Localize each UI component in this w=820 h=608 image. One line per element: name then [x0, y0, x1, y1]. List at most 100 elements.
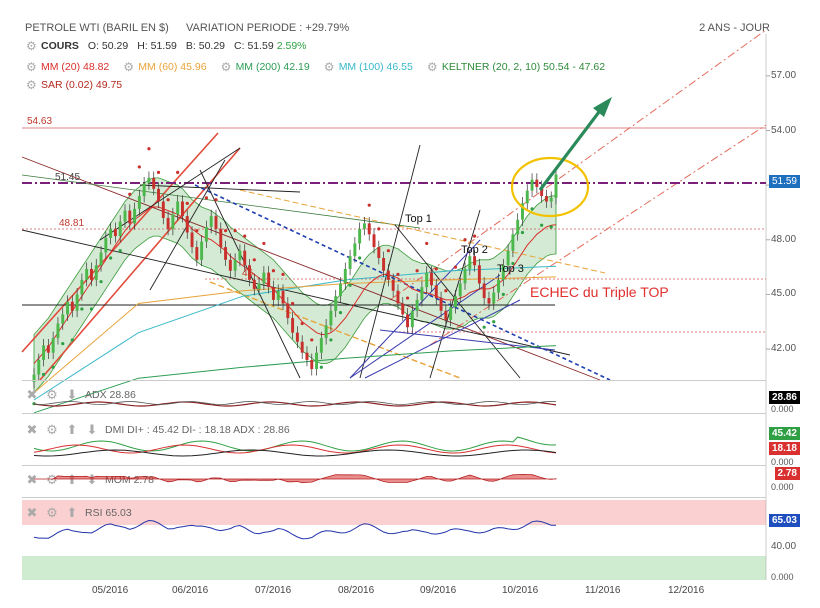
- trend-line: [21, 174, 421, 229]
- mom-panel-header: ✖ ⚙ ⬆ ⬇ MOM 2.78: [25, 473, 154, 487]
- candle-body: [453, 296, 457, 308]
- candle-body: [401, 303, 405, 315]
- period-label[interactable]: 2 ANS - JOUR: [699, 22, 770, 34]
- legend-sar[interactable]: ⚙ SAR (0.02) 49.75: [26, 77, 123, 92]
- legend-mm200[interactable]: ⚙ MM (200) 42.19: [220, 59, 310, 74]
- arrow-up-icon[interactable]: ⬆: [66, 422, 78, 437]
- trend-line: [394, 224, 521, 379]
- rsi-tick-40: 40.00: [771, 541, 797, 552]
- gear-icon[interactable]: ⚙: [426, 59, 438, 74]
- rsi-panel-header: ✖ ⚙ ⬆ RSI 65.03: [25, 506, 132, 520]
- candle-body: [286, 303, 290, 319]
- close-icon[interactable]: ✖: [26, 505, 38, 520]
- gear-icon[interactable]: ⚙: [26, 59, 37, 74]
- candle-body: [42, 345, 46, 360]
- candle-body: [252, 279, 256, 289]
- candle-body: [444, 310, 448, 320]
- candle-body: [497, 279, 501, 293]
- close-icon[interactable]: ✖: [26, 422, 38, 437]
- trend-line: [21, 156, 601, 381]
- candle-body: [180, 201, 184, 217]
- sar-dot: [549, 225, 553, 229]
- gear-icon[interactable]: ⚙: [46, 422, 58, 437]
- candle-body: [118, 221, 122, 237]
- gear-icon[interactable]: ⚙: [46, 387, 58, 402]
- candle-body: [51, 338, 55, 353]
- sar-dot: [338, 311, 343, 315]
- candle-body: [70, 301, 74, 311]
- legend-mm20[interactable]: ⚙ MM (20) 48.82: [26, 59, 109, 74]
- sar-dot: [396, 272, 400, 276]
- candle-body: [343, 268, 347, 284]
- candle-body: [305, 352, 309, 360]
- candle-body: [142, 183, 146, 197]
- candle-body: [521, 203, 524, 220]
- sar-dot: [444, 289, 448, 293]
- candle-body: [458, 283, 462, 297]
- top2-label: Top 2: [461, 244, 488, 256]
- gear-icon[interactable]: ⚙: [123, 59, 135, 74]
- candle-body: [224, 247, 228, 260]
- sar-dots: [32, 147, 553, 406]
- candle-body: [295, 332, 299, 342]
- adx-tick-zero: 0.000: [771, 404, 794, 414]
- keltner-band: [33, 177, 557, 394]
- candle-body: [362, 223, 366, 229]
- arrow-up-icon[interactable]: ⬆: [66, 472, 78, 487]
- sar-dot: [348, 283, 352, 287]
- legend-mm60[interactable]: ⚙ MM (60) 45.96: [123, 59, 206, 74]
- close-icon[interactable]: ✖: [26, 472, 38, 487]
- level-46-label: 46.: [242, 268, 256, 279]
- sar-dot: [214, 198, 218, 202]
- arrow-down-icon[interactable]: ⬇: [86, 422, 98, 437]
- candle-body: [157, 188, 160, 202]
- target-arrow-head: [593, 97, 612, 117]
- gear-icon[interactable]: ⚙: [26, 38, 37, 53]
- candle-body: [358, 228, 362, 244]
- gear-icon[interactable]: ⚙: [323, 59, 335, 74]
- candle-body: [473, 256, 477, 266]
- sar-dot: [386, 249, 390, 253]
- sar-dot: [472, 234, 477, 238]
- candle-body: [147, 177, 151, 184]
- gear-icon[interactable]: ⚙: [220, 59, 232, 74]
- legend-change-pct: 2.59%: [276, 40, 307, 52]
- close-icon[interactable]: ✖: [26, 387, 38, 402]
- candle-body: [161, 201, 165, 218]
- arrow-down-icon[interactable]: ⬇: [66, 387, 78, 402]
- candle-body: [271, 287, 275, 300]
- legend-low: B: 50.29: [185, 40, 226, 52]
- mom-label: MOM 2.78: [105, 474, 155, 486]
- dmi-label: DMI DI+ : 45.42 DI- : 18.18 ADX : 28.86: [105, 424, 290, 436]
- legend-mm100[interactable]: ⚙ MM (100) 46.55: [323, 59, 413, 74]
- trend-channel-upper: [389, 29, 767, 301]
- candle-body: [501, 265, 505, 280]
- trend-channel-lower: [429, 124, 767, 346]
- candle-body: [439, 298, 443, 311]
- candle-body: [32, 374, 36, 382]
- candle-body: [281, 290, 285, 304]
- fan-line: [349, 239, 481, 379]
- arrow-up-icon[interactable]: ⬆: [66, 505, 78, 520]
- candle-body: [506, 250, 510, 266]
- rsi-label: RSI 65.03: [85, 507, 132, 519]
- legend-sar-label: SAR (0.02) 49.75: [41, 79, 123, 91]
- candle-body: [487, 298, 491, 304]
- candle-body: [415, 299, 419, 311]
- sar-dot: [511, 261, 515, 266]
- candle-body: [176, 201, 180, 215]
- sar-dot: [300, 321, 304, 326]
- mm200-line: [33, 345, 557, 414]
- y-tick-label: 57.00: [771, 69, 797, 81]
- gear-icon[interactable]: ⚙: [46, 472, 58, 487]
- gear-icon[interactable]: ⚙: [26, 77, 37, 92]
- gear-icon[interactable]: ⚙: [46, 505, 58, 520]
- candle-body: [329, 310, 333, 326]
- sar-dot: [520, 230, 525, 235]
- candle-body: [425, 272, 429, 288]
- legend-keltner[interactable]: ⚙ KELTNER (20, 2, 10) 50.54 - 47.62: [426, 59, 605, 74]
- arrow-down-icon[interactable]: ⬇: [86, 472, 98, 487]
- sar-dot: [176, 170, 180, 174]
- candle-body: [530, 179, 534, 191]
